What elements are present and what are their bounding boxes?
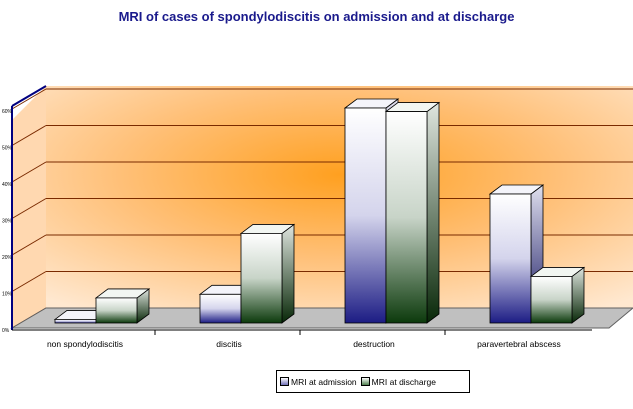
y-tick-label: 60% <box>2 109 13 115</box>
y-axis-top-edge <box>11 85 47 107</box>
bar-discharge <box>239 223 296 324</box>
bar-front <box>344 107 387 324</box>
bar-front <box>489 193 532 324</box>
gridline-side <box>11 198 47 219</box>
bar-discharge <box>94 288 151 324</box>
chart-title: MRI of cases of spondylodiscitis on admi… <box>118 9 515 24</box>
legend-label-admission: MRI at admission <box>291 376 357 387</box>
x-category-label: non spondylodiscitis <box>47 339 123 349</box>
bar-front <box>54 319 97 324</box>
x-category-label: paravertebral abscess <box>477 339 561 349</box>
gridline-side <box>11 271 47 292</box>
gridline-side <box>11 234 47 256</box>
bar-front <box>240 233 283 324</box>
x-category-label: discitis <box>216 339 242 349</box>
legend: MRI at admission MRI at discharge <box>276 370 470 393</box>
y-tick-label: 20% <box>2 255 13 261</box>
y-tick-label: 40% <box>2 182 13 188</box>
x-category-label: destruction <box>353 339 395 349</box>
bar-front <box>199 293 242 324</box>
y-tick-label: 0% <box>2 328 10 334</box>
bar-front <box>95 297 138 324</box>
legend-item-admission: MRI at admission <box>280 377 357 387</box>
y-tick-label: 30% <box>2 219 13 225</box>
gridline-side <box>11 161 47 183</box>
legend-swatch-discharge <box>360 377 370 386</box>
legend-swatch-admission <box>280 377 289 386</box>
legend-item-discharge: MRI at discharge <box>360 376 436 387</box>
legend-label-discharge: MRI at discharge <box>371 376 436 387</box>
y-tick-label: 10% <box>2 292 13 298</box>
bar-side <box>281 223 295 324</box>
bar-discharge <box>384 101 441 324</box>
bar-side <box>426 101 440 324</box>
gridline-side <box>11 125 47 146</box>
bar-front <box>530 276 573 324</box>
y-tick-label: 50% <box>2 146 13 152</box>
side-wall <box>12 86 46 328</box>
bar-front <box>385 111 428 324</box>
bar-discharge <box>529 266 586 324</box>
back-wall <box>46 86 633 308</box>
bar-side <box>571 266 585 324</box>
gridline-side <box>11 88 47 110</box>
